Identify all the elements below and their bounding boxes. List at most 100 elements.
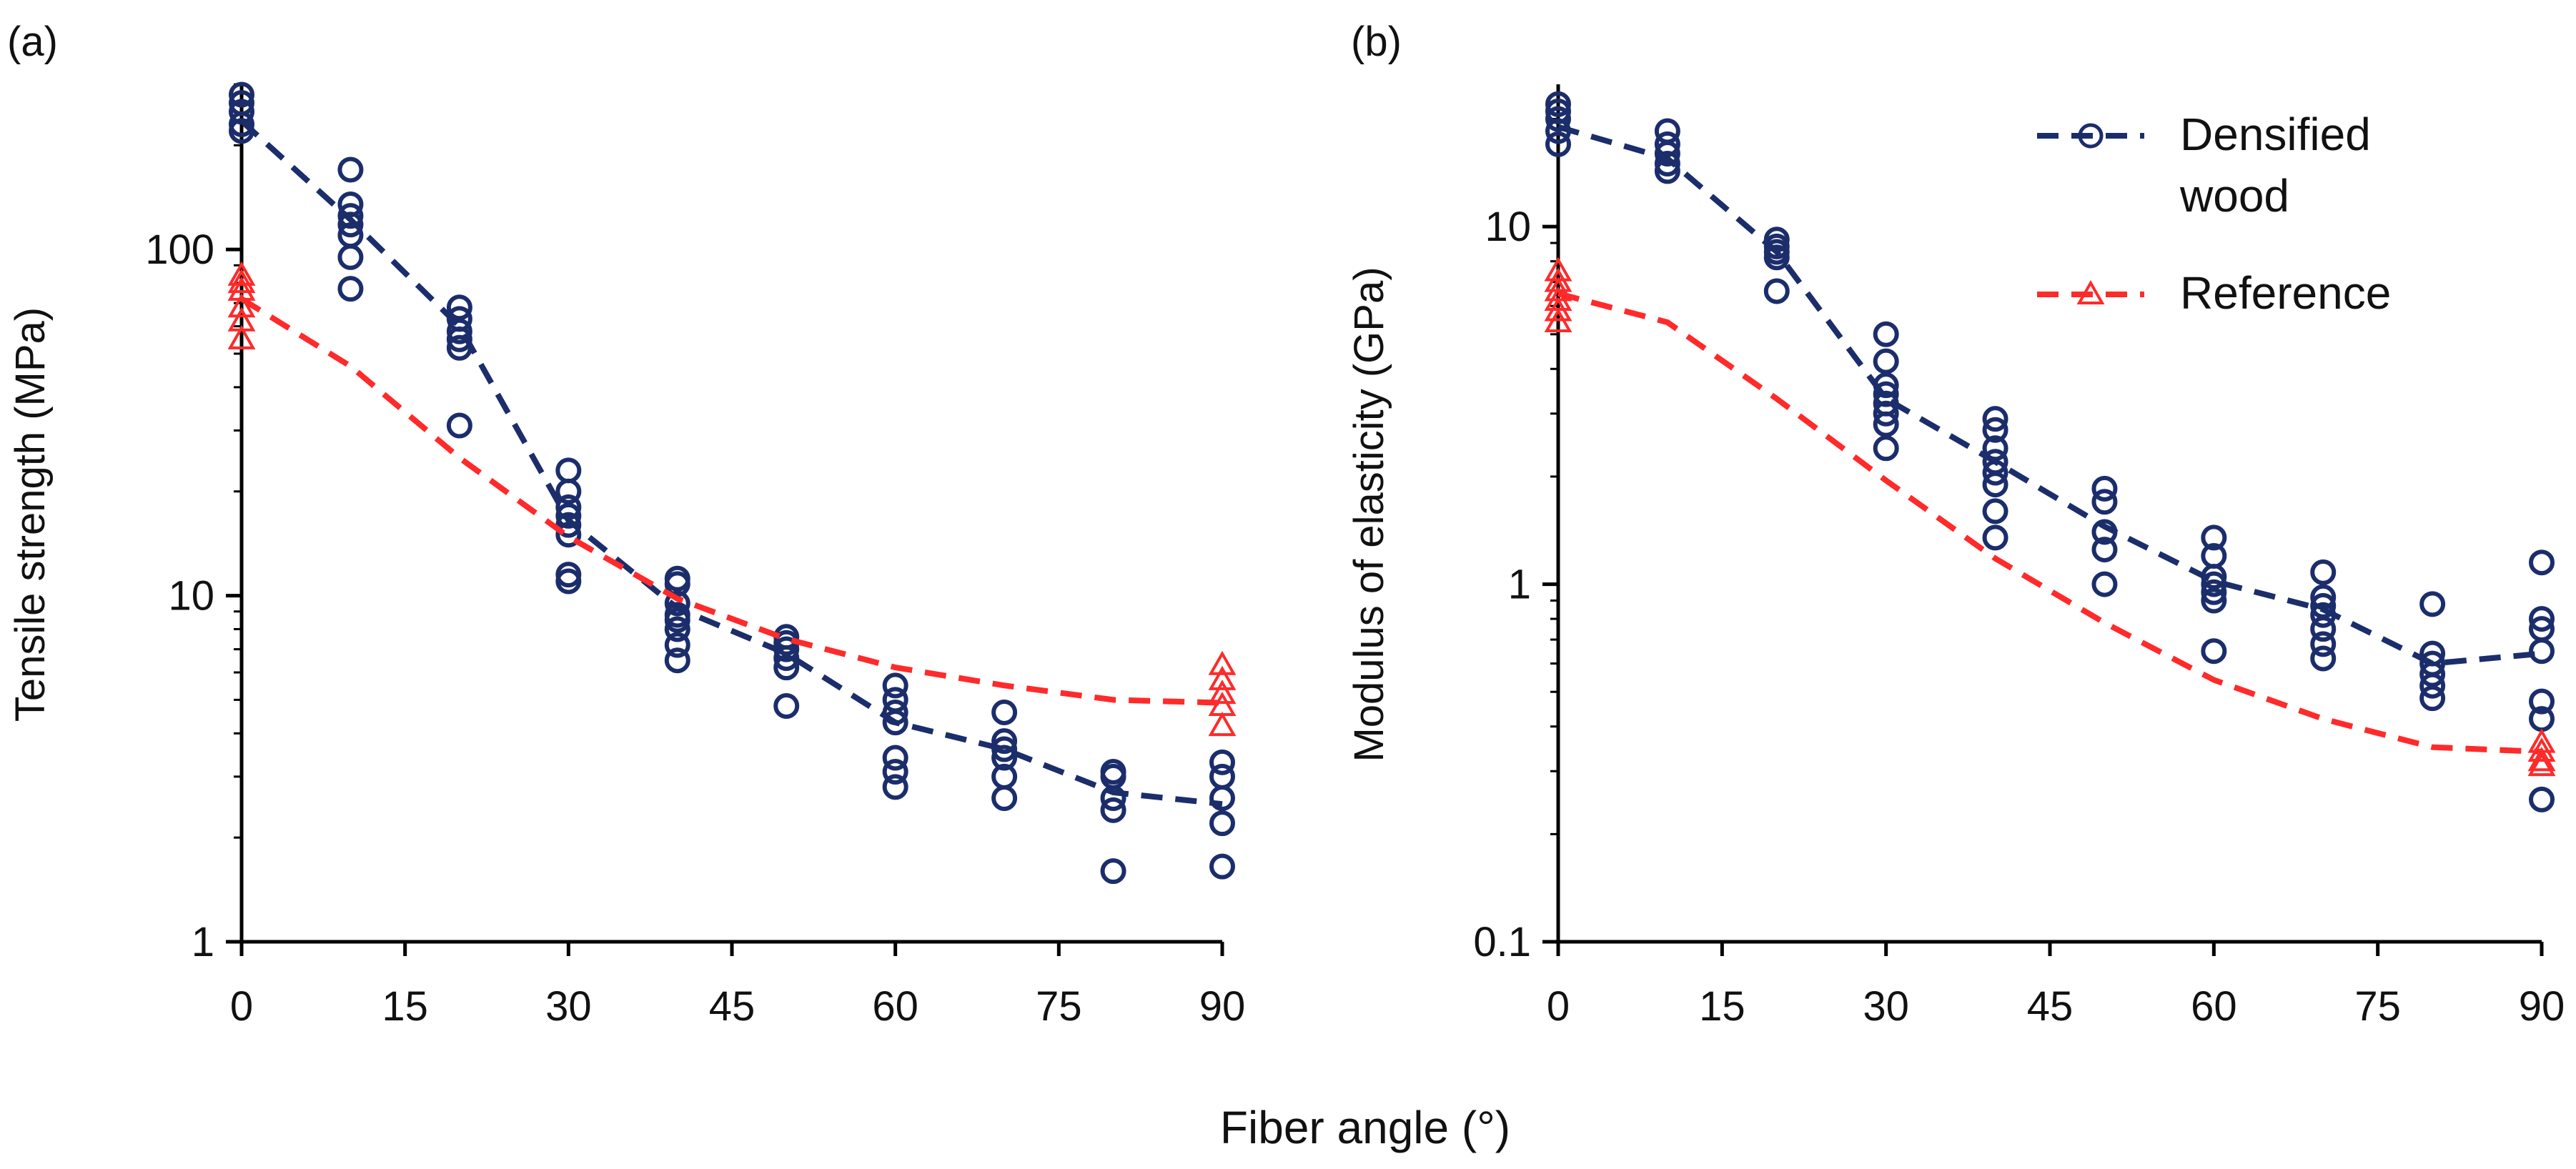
panel-b-modulus-of-elasticity: (b) Modulus of elasticity (GPa) 0 15 30 45 6…	[1346, 19, 2565, 1030]
densified-wood-point	[1209, 853, 1235, 880]
densified-wood-point	[2091, 475, 2118, 502]
densified-wood-point	[337, 244, 364, 270]
densified-wood-point	[1873, 321, 1899, 347]
densified-wood-point	[1209, 785, 1235, 811]
densified-wood-point	[2529, 549, 2555, 576]
densified-wood-point	[229, 118, 254, 144]
densified-wood-point	[664, 590, 690, 617]
densified-wood-point	[1982, 498, 2008, 524]
densified-wood-point	[555, 522, 582, 548]
densified-wood-point	[2201, 579, 2227, 605]
densified-wood-point	[446, 412, 472, 439]
densified-wood-point	[2310, 584, 2337, 610]
x-tick-label: 75	[1036, 983, 1082, 1030]
densified-wood-point	[2201, 524, 2227, 551]
densified-wood-point	[1100, 858, 1126, 885]
densified-wood-point	[1654, 151, 1680, 177]
x-tick-label: 75	[2354, 983, 2401, 1030]
densified-wood-point	[2529, 786, 2555, 812]
reference-point	[2527, 737, 2556, 762]
densified-wood-point	[2310, 631, 2337, 657]
densified-wood-point	[1100, 797, 1126, 823]
densified-wood-point	[1545, 91, 1571, 117]
reference-point	[227, 324, 256, 349]
densified-wood-point	[882, 758, 908, 785]
densified-wood-point	[2091, 519, 2118, 545]
x-tick-label: 45	[2027, 983, 2074, 1030]
densified-wood-point	[555, 568, 582, 595]
densified-wood-point	[2419, 672, 2446, 699]
densified-wood-point	[991, 728, 1018, 755]
densified-wood-point	[555, 494, 582, 520]
densified-wood-point	[1209, 749, 1235, 775]
x-tick-label: 0	[1547, 983, 1570, 1030]
densified-wood-point	[337, 212, 364, 238]
x-tick-label: 60	[2191, 983, 2237, 1030]
densified-wood-point	[1873, 411, 1899, 437]
densified-wood-point	[1873, 348, 1899, 374]
densified-wood-point	[773, 655, 800, 681]
x-tick-label: 30	[545, 983, 592, 1030]
densified-wood-point	[337, 156, 364, 183]
densified-wood-point	[1873, 372, 1899, 399]
x-tick-label: 60	[872, 983, 918, 1030]
densified-wood-point	[229, 81, 254, 108]
x-tick-label: 0	[230, 983, 253, 1030]
panel-a-tensile-strength: (a) Tensile strength (MPa) 0 15 30 45 60 75 90…	[7, 19, 1245, 1030]
densified-wood-point	[2091, 537, 2118, 563]
densified-wood-point	[1545, 106, 1571, 132]
densified-wood-point	[555, 457, 582, 484]
densified-wood-point	[664, 571, 690, 597]
x-tick-label: 15	[382, 983, 428, 1030]
densified-wood-point	[446, 294, 472, 321]
densified-wood-point	[1654, 158, 1680, 184]
x-tick-label: 30	[1863, 983, 1909, 1030]
densified-wood-point	[2310, 602, 2337, 628]
legend-densified-label-line2: wood	[2179, 170, 2289, 222]
densified-wood-point	[2529, 638, 2555, 665]
reference-point	[1544, 297, 1572, 322]
legend-reference-marker	[2076, 279, 2105, 304]
x-tick-label: 90	[2519, 983, 2565, 1030]
legend-reference-label: Reference	[2180, 267, 2391, 319]
densified-wood-point	[1654, 140, 1680, 166]
densified-wood-trend-line	[1557, 124, 2542, 667]
reference-point	[227, 269, 256, 294]
densified-wood-point	[555, 512, 582, 538]
x-tick-label: 45	[709, 983, 756, 1030]
densified-wood-point	[2529, 688, 2555, 715]
legend-densified-marker	[2078, 123, 2104, 149]
y-tick-label: 1	[1508, 562, 1531, 608]
densified-wood-point	[2419, 591, 2446, 617]
densified-wood-point	[882, 774, 908, 800]
densified-wood-point	[773, 692, 800, 719]
x-axis-label: Fiber angle (°)	[1220, 1102, 1510, 1153]
densified-wood-point	[2201, 563, 2227, 590]
densified-wood-point	[664, 616, 690, 642]
reference-point	[1208, 650, 1237, 675]
densified-wood-point	[664, 647, 690, 674]
panel-a-label: (a)	[7, 19, 58, 65]
densified-wood-point	[229, 99, 254, 125]
y-tick-label: 10	[1485, 204, 1531, 250]
densified-wood-point	[1982, 472, 2008, 498]
densified-wood-point	[1982, 406, 2008, 432]
densified-wood-point	[2201, 571, 2227, 597]
densified-wood-point	[555, 502, 582, 529]
densified-wood-point	[1209, 763, 1235, 790]
y-tick-label: 1	[192, 919, 214, 965]
reference-point	[2527, 752, 2556, 777]
densified-wood-point	[1209, 810, 1235, 837]
densified-wood-point	[882, 745, 908, 771]
densified-wood-point	[446, 334, 472, 361]
densified-wood-point	[882, 672, 908, 699]
densified-wood-point	[991, 745, 1018, 771]
densified-wood-point	[1873, 435, 1899, 462]
densified-wood-point	[1873, 400, 1899, 427]
densified-wood-point	[2201, 587, 2227, 614]
reference-point	[2527, 747, 2556, 772]
densified-wood-point	[773, 636, 800, 662]
densified-wood-point	[2529, 606, 2555, 632]
reference-point	[227, 276, 256, 301]
